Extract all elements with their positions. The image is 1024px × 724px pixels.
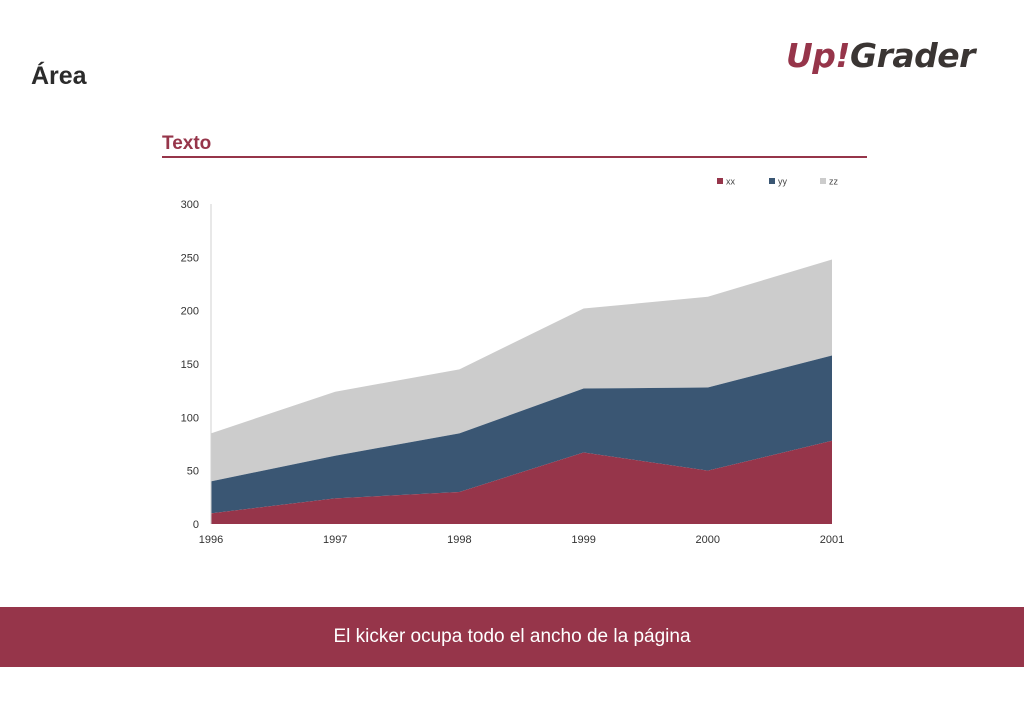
x-tick-label: 1999 bbox=[571, 534, 595, 546]
area-series-yy bbox=[211, 355, 832, 514]
x-tick-label: 2000 bbox=[696, 534, 720, 546]
logo-up-text: Up bbox=[786, 36, 836, 75]
section-divider bbox=[162, 156, 867, 158]
stacked-area-chart: 0 50 100 150 200 250 300 1996 1997 1998 1999 2000 20… bbox=[181, 177, 845, 547]
area-series-xx bbox=[211, 440, 832, 524]
legend-swatch-zz bbox=[820, 178, 826, 184]
y-tick-label: 100 bbox=[181, 412, 199, 424]
section-title: Texto bbox=[162, 133, 212, 154]
y-tick-label: 300 bbox=[181, 199, 199, 211]
y-tick-label: 50 bbox=[187, 466, 199, 478]
logo-grader-text: Grader bbox=[849, 36, 975, 75]
y-tick-label: 0 bbox=[193, 519, 199, 531]
x-tick-label: 1997 bbox=[323, 534, 347, 546]
legend-label-yy: yy bbox=[778, 177, 788, 187]
logo-bang-text: ! bbox=[835, 36, 850, 75]
x-tick-label: 2001 bbox=[820, 534, 844, 546]
x-tick-label: 1996 bbox=[199, 534, 223, 546]
y-tick-label: 250 bbox=[181, 252, 199, 264]
legend-label-zz: zz bbox=[829, 177, 839, 187]
legend-label-xx: xx bbox=[726, 177, 736, 187]
page-title: Área bbox=[31, 62, 87, 90]
area-series-zz bbox=[211, 259, 832, 482]
kicker-banner: El kicker ocupa todo el ancho de la pági… bbox=[0, 607, 1024, 667]
kicker-text: El kicker ocupa todo el ancho de la pági… bbox=[333, 626, 691, 647]
x-tick-label: 1998 bbox=[447, 534, 471, 546]
legend-swatch-xx bbox=[717, 178, 723, 184]
upgrader-logo: Up!Grader bbox=[786, 36, 975, 75]
legend-swatch-yy bbox=[769, 178, 775, 184]
y-tick-label: 200 bbox=[181, 306, 199, 318]
y-tick-label: 150 bbox=[181, 359, 199, 371]
